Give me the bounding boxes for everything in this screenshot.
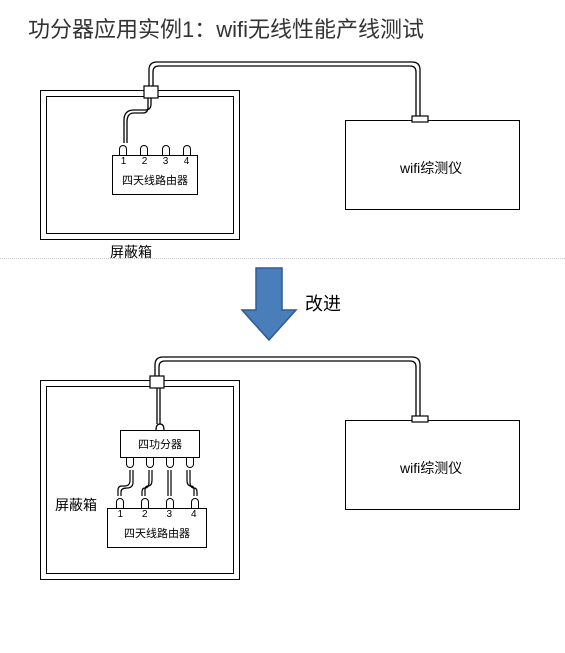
shield-box-label-2: 屏蔽箱 [55,495,97,515]
splitter-body: 四功分器 [120,430,200,458]
port-down [126,458,134,468]
arrow-label: 改进 [305,290,341,316]
port-numbers-2: 1 2 3 4 [108,509,206,521]
port-num: 3 [163,156,169,168]
router-label-2: 四天线路由器 [108,525,206,541]
port [140,145,148,155]
port [141,498,149,508]
shield-box-label-1: 屏蔽箱 [110,242,152,262]
splitter-ports [120,458,200,470]
port-num: 4 [184,156,190,168]
router-ports-1 [112,143,198,155]
port [183,145,191,155]
port [191,498,199,508]
port-num: 1 [117,509,123,521]
port [119,145,127,155]
port-num: 1 [121,156,127,168]
router-label-1: 四天线路由器 [113,172,197,188]
port [162,145,170,155]
port [166,498,174,508]
port-down [166,458,174,468]
splitter-label: 四功分器 [138,439,182,451]
port-numbers-1: 1 2 3 4 [113,156,197,168]
router-ports-2 [107,496,207,508]
port-down [186,458,194,468]
router-body-2: 1 2 3 4 四天线路由器 [107,508,207,548]
port [116,498,124,508]
tester-label-2: wifi综测仪 [400,458,462,478]
port-num: 2 [142,509,148,521]
port-num: 2 [142,156,148,168]
separator-line [0,258,565,259]
port-down [146,458,154,468]
splitter: 四功分器 [120,430,200,470]
router-body-1: 1 2 3 4 四天线路由器 [112,155,198,195]
page-title: 功分器应用实例1：wifi无线性能产线测试 [28,12,424,44]
port-num: 4 [191,509,197,521]
port-num: 3 [166,509,172,521]
router-1: 1 2 3 4 四天线路由器 [112,143,198,195]
router-2: 1 2 3 4 四天线路由器 [107,496,207,548]
down-arrow [242,268,296,340]
tester-label-1: wifi综测仪 [400,158,462,178]
